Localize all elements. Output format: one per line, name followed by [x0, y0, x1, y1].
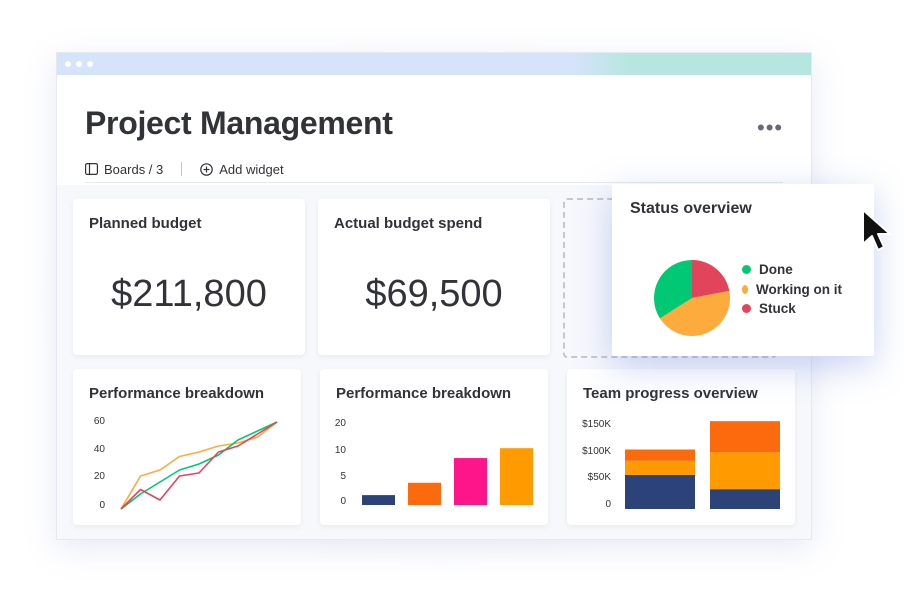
stack-segment-orange [625, 460, 695, 475]
bar-A [362, 495, 395, 505]
legend-item-done: Done [742, 262, 793, 277]
actual-budget-widget[interactable]: Actual budget spend $69,500 [318, 199, 550, 355]
y-tick-label: 10 [335, 445, 347, 456]
page-title: Project Management [85, 105, 393, 141]
legend-dot-done [742, 265, 751, 274]
boards-button[interactable]: Boards / 3 [85, 162, 163, 177]
actual-budget-value: $69,500 [365, 273, 503, 315]
add-widget-label: Add widget [219, 161, 284, 177]
performance-bar-chart: 20 10 5 0 [335, 418, 533, 507]
toolbar-divider [181, 162, 183, 176]
legend-item-stuck: Stuck [742, 301, 796, 316]
legend-label-working: Working on it [756, 282, 842, 297]
add-widget-button[interactable]: Add widget [200, 161, 284, 177]
planned-budget-widget[interactable]: Planned budget $211,800 [73, 199, 305, 355]
legend-label-stuck: Stuck [759, 301, 796, 316]
y-tick-label: 5 [340, 471, 346, 482]
y-tick-label: 0 [605, 499, 611, 510]
legend-dot-stuck [742, 304, 751, 313]
stack-segment-navy [625, 475, 695, 509]
window-dot-3 [87, 61, 93, 67]
bar-B [408, 482, 441, 505]
performance-line-widget[interactable]: Performance breakdown 60 40 20 0 [73, 369, 301, 525]
more-options-button[interactable]: ••• [757, 115, 784, 140]
boards-icon [85, 163, 98, 175]
status-overview-widget[interactable]: Status overview Done Working on it Stuck [612, 184, 874, 356]
toolbar: Boards / 3 Add widget [85, 159, 284, 179]
performance-line-chart: 60 40 20 0 [94, 416, 278, 511]
stack-segment-orange [710, 452, 780, 490]
pie-slice-done [654, 260, 692, 319]
legend-label-done: Done [759, 262, 793, 277]
y-tick-label: $50K [588, 472, 612, 483]
status-pie-chart [654, 260, 730, 336]
y-tick-label: 20 [94, 471, 106, 482]
widget-title: Status overview [630, 200, 752, 217]
team-progress-chart: $150K $100K $50K 0 [582, 419, 780, 510]
boards-label: Boards / 3 [104, 161, 164, 177]
planned-budget-value: $211,800 [111, 273, 267, 315]
window-dot-2 [76, 61, 82, 67]
y-tick-label: 20 [335, 418, 347, 429]
line-series-red [120, 421, 278, 510]
mouse-cursor-icon [862, 209, 891, 251]
widget-title: Planned budget [89, 215, 202, 232]
widget-title: Team progress overview [583, 385, 758, 402]
y-tick-label: 40 [94, 444, 106, 455]
legend-dot-working [742, 285, 748, 294]
legend-item-working: Working on it [742, 282, 842, 297]
y-tick-label: 0 [340, 496, 346, 507]
y-tick-label: 60 [94, 416, 106, 427]
widget-title: Performance breakdown [336, 385, 512, 402]
widget-title: Actual budget spend [334, 215, 483, 232]
pie-slice-stuck [692, 260, 730, 298]
widget-title: Performance breakdown [89, 385, 265, 402]
line-series-green [120, 421, 278, 510]
stack-segment-dark-orange [625, 449, 695, 461]
bar-C [454, 458, 487, 505]
y-tick-label: $100K [582, 446, 611, 457]
add-circle-icon [200, 162, 214, 176]
performance-bar-widget[interactable]: Performance breakdown 20 10 5 0 [320, 369, 548, 525]
y-tick-label: 0 [99, 500, 105, 511]
stack-segment-navy [710, 489, 780, 509]
stack-segment-dark-orange [710, 421, 780, 453]
window-dot-1 [65, 61, 71, 67]
pie-slice-working-on-it [659, 290, 730, 336]
page-header: Project Management ••• Boards / 3 Add wi… [57, 75, 811, 185]
bar-D [500, 448, 533, 505]
header-divider [85, 182, 783, 183]
line-series-orange [120, 421, 278, 510]
team-progress-widget[interactable]: Team progress overview $150K $100K $50K 0 [567, 369, 795, 525]
window-titlebar [57, 53, 811, 75]
y-tick-label: $150K [582, 419, 611, 430]
